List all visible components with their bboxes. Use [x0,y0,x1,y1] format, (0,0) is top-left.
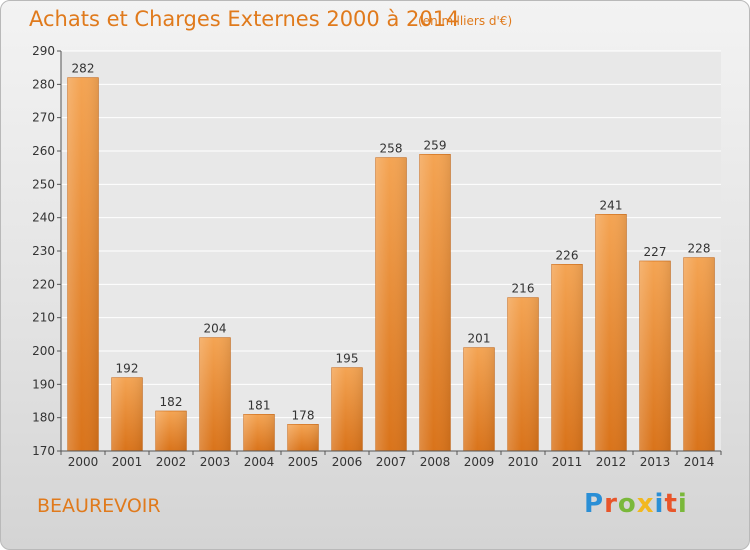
x-tick-label: 2012 [596,455,627,469]
bar-highlight [375,157,407,451]
logo-letter: r [604,489,618,519]
commune-name: BEAUREVOIR [37,495,161,517]
bar-highlight [551,264,583,451]
bar-highlight [595,214,627,451]
bar-highlight [287,424,319,451]
logo-letter: x [636,489,655,519]
logo-letter: t [664,489,678,519]
x-tick-label: 2005 [288,455,319,469]
x-axis: 2000 2001 2002 2003 2004 2005 2006 2007 2008 2009… [60,450,722,469]
bar-highlight [155,411,187,451]
y-tick-label: 190 [32,377,55,391]
x-tick-label: 2001 [112,455,143,469]
bar-value-label: 241 [600,198,623,212]
bar-value-label: 226 [556,248,579,262]
bar-value-label: 195 [336,352,359,366]
bar-value-label: 178 [292,408,315,422]
bar-value-label: 181 [248,398,271,412]
y-tick-label: 220 [32,277,55,291]
proxiti-logo: Proxiti [584,489,688,519]
logo-letter: P [584,489,605,519]
bar-value-label: 216 [512,282,535,296]
chart-subtitle: (en milliers d'€) [418,14,513,28]
y-tick-label: 270 [32,111,55,125]
bar-highlight [639,261,671,451]
y-tick-label: 290 [32,44,55,58]
x-tick-label: 2013 [640,455,671,469]
y-tick-label: 280 [32,77,55,91]
bar-highlight [199,337,231,451]
x-tick-label: 2007 [376,455,407,469]
y-tick-label: 210 [32,311,55,325]
bar-highlight [683,257,715,451]
x-tick-label: 2011 [552,455,583,469]
bar-highlight [67,77,99,452]
bar-highlight [243,414,275,451]
x-tick-label: 2010 [508,455,539,469]
y-tick-label: 250 [32,177,55,191]
bar-value-label: 201 [468,332,491,346]
y-tick-label: 170 [32,444,55,458]
bar-value-label: 258 [380,142,403,156]
y-tick-label: 200 [32,344,55,358]
y-tick-label: 260 [32,144,55,158]
y-axis: 170 180 190 200 210 220 230 240 250 260 270 280 290 [32,44,62,458]
x-tick-label: 2000 [68,455,99,469]
x-tick-label: 2004 [244,455,275,469]
bar-value-label: 204 [204,322,227,336]
bar-value-label: 182 [160,395,183,409]
x-tick-label: 2002 [156,455,187,469]
x-tick-label: 2014 [684,455,715,469]
bar-value-label: 259 [424,138,447,152]
bar-value-label: 227 [644,245,667,259]
bar-highlight [331,367,363,451]
y-tick-label: 180 [32,411,55,425]
value-labels: 282 192 182 204 181 178 195 258 259 201 216 226 241 2… [72,62,711,423]
bar-highlight [507,297,539,451]
bar-value-label: 192 [116,362,139,376]
chart-title: Achats et Charges Externes 2000 à 2014 [29,7,460,31]
logo-letter: o [617,489,637,519]
bar-highlight [463,347,495,451]
x-tick-label: 2009 [464,455,495,469]
x-tick-label: 2008 [420,455,451,469]
bars [67,77,715,452]
logo-letter: i [677,489,688,519]
bar-highlight [419,154,451,452]
logo-letter: i [654,489,665,519]
bar-value-label: 282 [72,62,95,76]
y-tick-label: 230 [32,244,55,258]
bar-highlight [111,377,143,451]
x-tick-label: 2003 [200,455,231,469]
x-tick-label: 2006 [332,455,363,469]
y-tick-label: 240 [32,211,55,225]
bar-value-label: 228 [688,242,711,256]
